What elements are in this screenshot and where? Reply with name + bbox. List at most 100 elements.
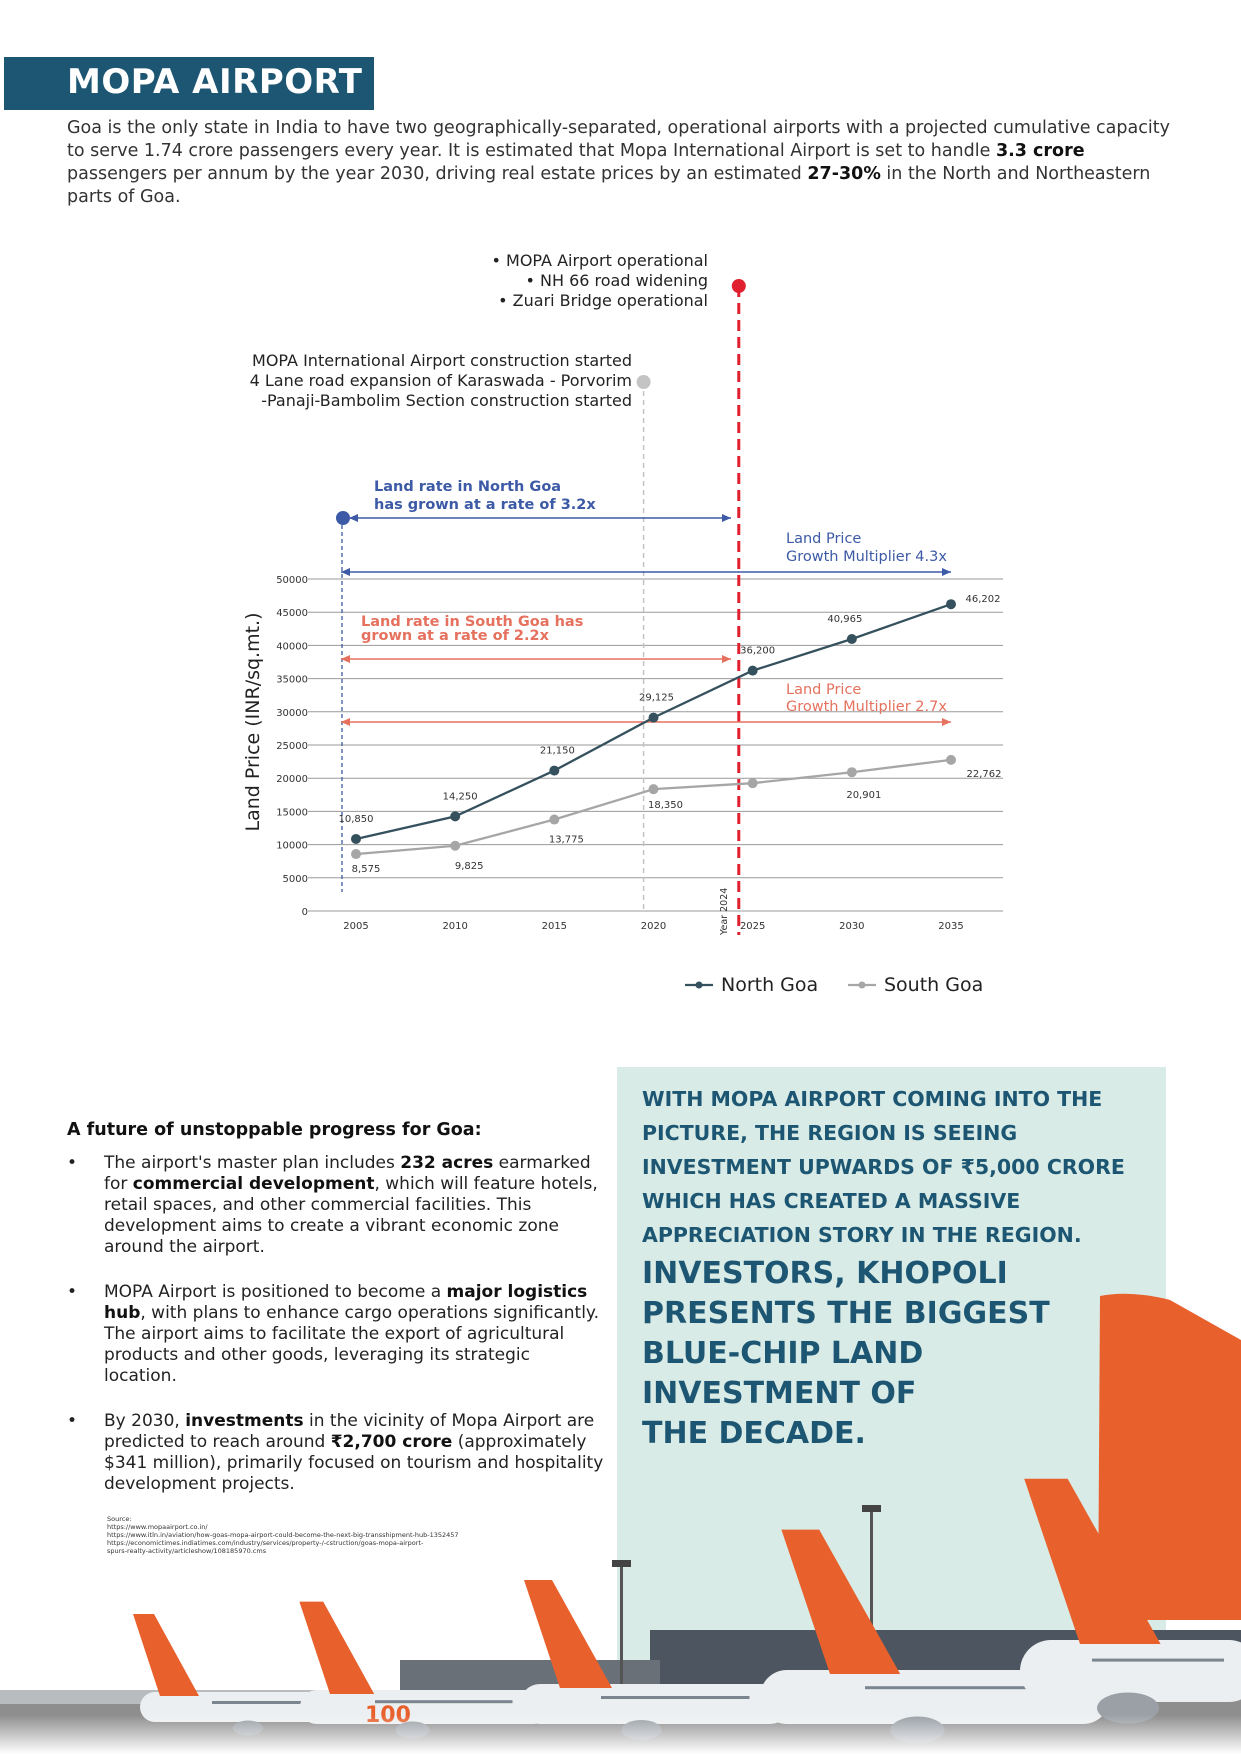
north-goa-point: [747, 665, 758, 676]
promo-headline-line: INVESTMENT OF: [642, 1376, 917, 1411]
data-label: 14,250: [443, 791, 478, 802]
milestone-construction-line: MOPA International Airport construction …: [252, 351, 632, 370]
bullet-text: MOPA Airport is positioned to become a: [104, 1282, 447, 1302]
bullet-text: (approximately $341 million), primarily …: [104, 1432, 604, 1494]
plane-windows: [865, 1686, 1058, 1690]
intro-bold-percent: 27-30%: [807, 164, 881, 184]
light-pole: [870, 1505, 873, 1700]
north-rate-annotation: has grown at a rate of 3.2x: [374, 497, 596, 513]
bullet-text: The airport's master plan includes: [104, 1153, 401, 1173]
y-tick-label: 0: [302, 907, 308, 918]
arrow-head-left: [341, 718, 350, 726]
south-goa-point: [648, 784, 659, 795]
y-tick-label: 50000: [276, 575, 308, 586]
legend-swatch-dot: [695, 981, 703, 989]
sources-list: Source: https://www.mopaairport.co.in/htt…: [107, 1515, 607, 1555]
milestone-operational-line: • NH 66 road widening: [525, 271, 708, 290]
promo-statement: WITH MOPA AIRPORT COMING INTO THE PICTUR…: [642, 1087, 1125, 1247]
south-goa-point: [450, 840, 461, 851]
plane-tail: [133, 1614, 199, 1696]
future-bullet-3: • By 2030, investments in the vicinity of…: [67, 1411, 607, 1495]
intro-text-1: Goa is the only state in India to have t…: [67, 118, 1170, 161]
light-pole-head: [612, 1560, 631, 1567]
north-rate-arrow-head-left: [349, 514, 358, 522]
plane-windows: [212, 1701, 344, 1704]
data-label: 40,965: [827, 614, 862, 625]
data-label: 36,200: [740, 646, 775, 657]
future-bullets: • The airport's master plan includes 232 …: [67, 1153, 607, 1495]
south-multiplier-arrow-head-right: [942, 718, 951, 726]
x-tick-label: 2020: [641, 921, 666, 932]
x-tick-label: 2035: [938, 921, 963, 932]
promo-headline-line: BLUE-CHIP LAND: [642, 1336, 924, 1371]
data-label: 22,762: [967, 769, 1002, 780]
data-label: 10,850: [339, 814, 374, 825]
south-rate-annotation: grown at a rate of 2.2x: [361, 628, 550, 644]
intro-paragraph: Goa is the only state in India to have t…: [67, 117, 1187, 209]
year-marker-label: Year 2024: [719, 888, 730, 936]
source-line: https://www.itln.in/aviation/how-goas-mo…: [107, 1531, 459, 1539]
future-bullet-1: • The airport's master plan includes 232 …: [67, 1153, 607, 1258]
x-tick-label: 2010: [442, 921, 467, 932]
data-label: 46,202: [966, 594, 1001, 605]
intro-text-2: passengers per annum by the year 2030, d…: [67, 164, 808, 184]
plane-windows: [601, 1696, 750, 1699]
bullet-emphasis: investments: [185, 1411, 304, 1431]
y-tick-label: 15000: [276, 807, 308, 818]
legend-label-north-goa: North Goa: [721, 974, 818, 996]
plane-windows: [375, 1700, 513, 1704]
south-goa-point: [846, 767, 857, 778]
construction-marker-dot: [636, 375, 651, 389]
bullet-text: , which will feature hotels, retail spac…: [104, 1174, 598, 1257]
north-goa-point: [846, 633, 857, 644]
plane-windows: [1092, 1658, 1224, 1662]
operational-marker-dot: [731, 279, 746, 293]
x-tick-label: 2005: [343, 921, 368, 932]
plane-tail: [781, 1529, 901, 1674]
data-label: 13,775: [549, 835, 584, 846]
south-rate-annotation: Land rate in South Goa has: [361, 614, 583, 630]
south-goa-point: [549, 814, 560, 825]
milestone-construction-line: 4 Lane road expansion of Karaswada - Por…: [250, 371, 632, 390]
bullet-text: By 2030,: [104, 1411, 186, 1431]
source-line: https://www.mopaairport.co.in/: [107, 1523, 208, 1531]
y-tick-label: 30000: [276, 708, 308, 719]
y-tick-label: 20000: [276, 774, 308, 785]
plane-fuselage: [520, 1684, 790, 1724]
data-label: 20,901: [846, 790, 881, 801]
north-multiplier-annotation: Land Price: [786, 531, 861, 547]
promo-text: WITH MOPA AIRPORT COMING INTO THE PICTUR…: [642, 1082, 1152, 1454]
north-goa-point: [450, 811, 461, 822]
page-title: MOPA AIRPORT: [67, 62, 363, 102]
future-section: A future of unstoppable progress for Goa…: [67, 1120, 607, 1555]
promo-headline-line: THE DECADE.: [642, 1416, 866, 1451]
y-tick-label: 25000: [276, 741, 308, 752]
south-goa-point: [351, 849, 361, 860]
bottom-fade: [0, 1715, 1241, 1754]
y-tick-label: 45000: [276, 608, 308, 619]
legend-swatch-dot: [858, 981, 866, 989]
north-multiplier-arrow-head-right: [942, 568, 951, 576]
y-tick-label: 40000: [276, 641, 308, 652]
bullet-dot: •: [67, 1282, 78, 1302]
data-label: 9,825: [455, 861, 484, 872]
intro-bold-passengers: 3.3 crore: [995, 141, 1085, 161]
light-pole: [620, 1560, 623, 1700]
bullet-emphasis: 232 acres: [400, 1153, 494, 1173]
x-tick-label: 2015: [542, 921, 567, 932]
x-tick-label: 2030: [839, 921, 864, 932]
intro-text-3: in the North and Northeastern parts of G…: [67, 164, 1151, 207]
source-line: https://economictimes.indiatimes.com/ind…: [107, 1539, 424, 1547]
bullet-dot: •: [67, 1411, 78, 1431]
promo-headline-line: PRESENTS THE BIGGEST: [642, 1296, 1050, 1331]
south-multiplier-annotation: Land Price: [786, 682, 861, 698]
y-tick-label: 35000: [276, 675, 308, 686]
y-tick-label: 10000: [276, 841, 308, 852]
arrow-head-left: [341, 655, 350, 663]
north-rate-annotation: Land rate in North Goa: [374, 479, 561, 495]
data-label: 18,350: [648, 800, 683, 811]
bullet-text: in the vicinity of Mopa Airport are pred…: [104, 1411, 595, 1452]
bullet-emphasis: major logistics hub: [104, 1282, 588, 1323]
milestone-operational-line: • MOPA Airport operational: [492, 251, 709, 270]
promo-headline: INVESTORS, KHOPOLI PRESENTS THE BIGGEST BL…: [642, 1254, 1152, 1454]
